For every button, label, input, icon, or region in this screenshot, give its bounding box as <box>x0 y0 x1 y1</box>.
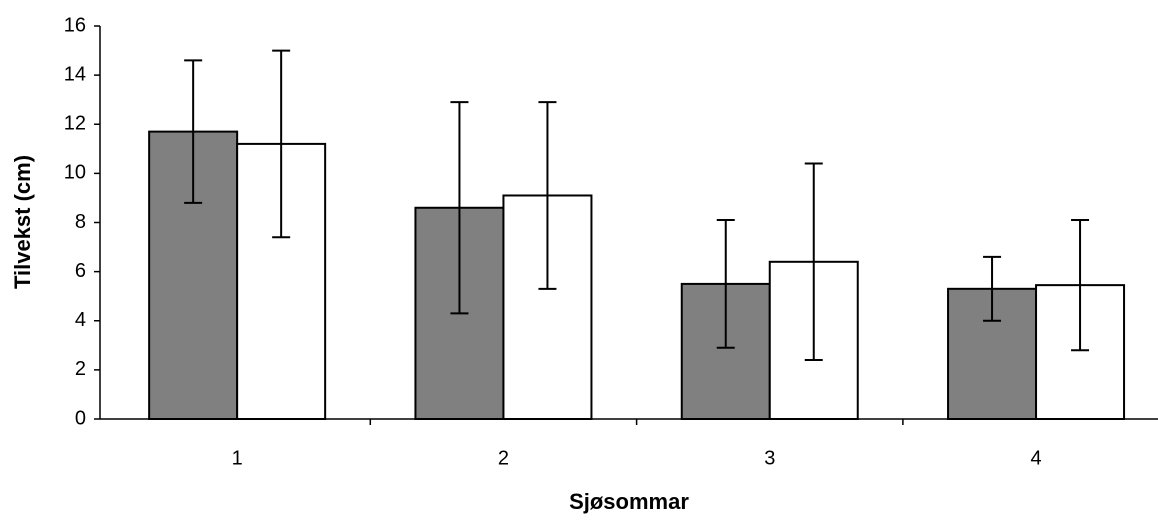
x-tick-label: 3 <box>764 447 775 469</box>
y-tick-label: 8 <box>75 211 86 233</box>
x-tick-label: 2 <box>498 447 509 469</box>
error-bar <box>450 101 469 315</box>
error-bar <box>983 255 1002 322</box>
y-tick-label: 12 <box>64 113 86 135</box>
error-bar <box>272 49 291 239</box>
y-tick-label: 2 <box>75 358 86 380</box>
y-tick-label: 10 <box>64 162 86 184</box>
error-bar <box>538 101 557 290</box>
y-tick-label: 14 <box>64 63 86 85</box>
error-bar <box>804 162 823 362</box>
y-tick-label: 16 <box>64 14 86 36</box>
error-bar <box>716 219 735 349</box>
y-tick-label: 0 <box>75 407 86 429</box>
error-bar <box>184 59 203 204</box>
y-tick-label: 6 <box>75 260 86 282</box>
error-bar <box>1071 219 1090 352</box>
x-axis-title: Sjøsommar <box>569 489 689 514</box>
x-tick-label: 1 <box>232 447 243 469</box>
y-tick-label: 4 <box>75 309 86 331</box>
y-axis-title: Tilvekst (cm) <box>10 155 35 289</box>
x-tick-label: 4 <box>1030 447 1041 469</box>
